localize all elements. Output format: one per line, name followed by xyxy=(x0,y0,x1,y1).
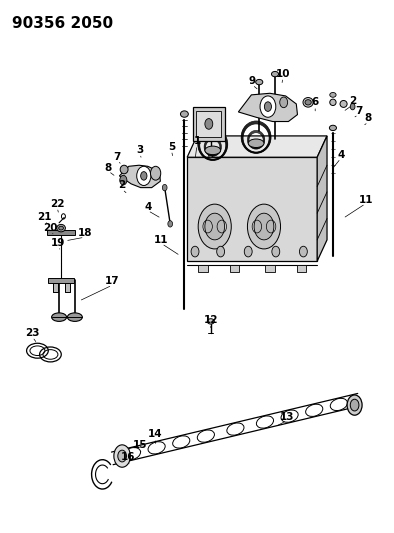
Text: 19: 19 xyxy=(51,238,65,247)
Bar xyxy=(187,157,317,261)
Ellipse shape xyxy=(305,100,311,105)
Text: 1: 1 xyxy=(193,136,201,146)
Text: 4: 4 xyxy=(337,150,344,159)
Bar xyxy=(47,230,75,235)
Circle shape xyxy=(162,184,167,191)
Circle shape xyxy=(205,119,213,130)
Text: 7: 7 xyxy=(355,106,362,116)
Bar xyxy=(198,265,208,272)
Circle shape xyxy=(168,221,173,227)
Text: 5: 5 xyxy=(168,142,175,151)
Ellipse shape xyxy=(207,319,214,324)
Circle shape xyxy=(272,246,280,257)
Ellipse shape xyxy=(118,450,126,462)
Text: 6: 6 xyxy=(312,98,319,107)
Bar xyxy=(193,107,225,141)
Ellipse shape xyxy=(340,100,347,108)
Circle shape xyxy=(191,246,199,257)
Text: 17: 17 xyxy=(105,277,120,286)
Bar xyxy=(230,265,239,272)
Bar xyxy=(48,278,74,283)
Ellipse shape xyxy=(347,395,362,415)
Text: 20: 20 xyxy=(43,223,58,233)
Circle shape xyxy=(247,204,281,249)
Ellipse shape xyxy=(330,99,336,106)
Circle shape xyxy=(198,204,231,249)
Text: 11: 11 xyxy=(154,235,169,245)
Circle shape xyxy=(350,103,355,110)
Text: 9: 9 xyxy=(249,76,256,86)
Ellipse shape xyxy=(329,125,336,131)
Circle shape xyxy=(280,97,288,108)
Circle shape xyxy=(254,213,274,240)
Text: 14: 14 xyxy=(147,430,162,439)
Circle shape xyxy=(244,246,252,257)
Text: 90356 2050: 90356 2050 xyxy=(12,16,113,31)
Text: 11: 11 xyxy=(359,195,373,205)
Ellipse shape xyxy=(114,445,130,467)
Text: 8: 8 xyxy=(105,163,112,173)
Circle shape xyxy=(205,213,225,240)
Circle shape xyxy=(151,166,161,180)
Text: 12: 12 xyxy=(204,315,218,325)
Text: 2: 2 xyxy=(349,96,356,106)
Text: 18: 18 xyxy=(78,229,92,238)
Circle shape xyxy=(299,246,307,257)
Text: 10: 10 xyxy=(276,69,290,78)
Text: 4: 4 xyxy=(144,202,151,212)
Ellipse shape xyxy=(248,139,264,148)
Text: 16: 16 xyxy=(121,453,135,462)
Ellipse shape xyxy=(52,313,67,321)
Ellipse shape xyxy=(330,93,336,98)
Bar xyxy=(65,283,70,292)
Circle shape xyxy=(264,102,271,111)
Circle shape xyxy=(137,166,151,185)
Polygon shape xyxy=(317,136,327,261)
Circle shape xyxy=(260,96,276,117)
Ellipse shape xyxy=(120,165,128,174)
Ellipse shape xyxy=(303,98,313,107)
Bar xyxy=(297,265,306,272)
Bar xyxy=(196,111,221,137)
Circle shape xyxy=(120,175,127,185)
Text: 13: 13 xyxy=(280,412,294,422)
Polygon shape xyxy=(238,93,297,122)
Text: 15: 15 xyxy=(133,440,147,450)
Ellipse shape xyxy=(67,313,82,321)
Circle shape xyxy=(141,172,147,180)
Bar xyxy=(53,283,58,292)
Ellipse shape xyxy=(59,226,63,230)
Ellipse shape xyxy=(180,111,188,117)
Ellipse shape xyxy=(256,79,263,85)
Ellipse shape xyxy=(350,399,359,411)
Text: 3: 3 xyxy=(136,146,143,155)
Text: 7: 7 xyxy=(114,152,121,162)
Ellipse shape xyxy=(205,146,221,155)
Text: 8: 8 xyxy=(365,114,372,123)
Circle shape xyxy=(217,246,225,257)
Text: 22: 22 xyxy=(50,199,64,208)
Text: 2: 2 xyxy=(119,181,126,190)
Text: 23: 23 xyxy=(25,328,39,338)
Circle shape xyxy=(208,119,213,126)
Bar xyxy=(265,265,275,272)
Bar xyxy=(53,283,58,292)
Polygon shape xyxy=(119,165,160,188)
Polygon shape xyxy=(187,136,327,157)
Text: 21: 21 xyxy=(37,213,51,222)
Ellipse shape xyxy=(271,71,279,77)
Bar xyxy=(65,283,70,292)
Circle shape xyxy=(208,151,213,158)
Ellipse shape xyxy=(57,224,65,232)
